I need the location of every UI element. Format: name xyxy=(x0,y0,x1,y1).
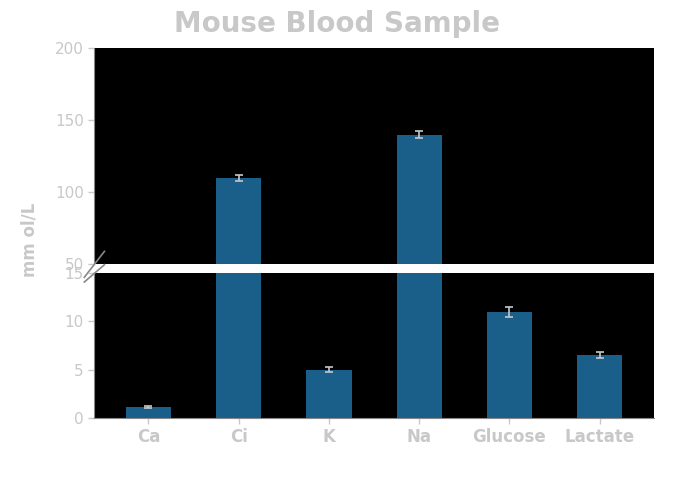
Text: Mouse Blood Sample: Mouse Blood Sample xyxy=(174,10,500,37)
Bar xyxy=(216,178,262,336)
Bar xyxy=(577,327,622,336)
Bar xyxy=(216,0,262,418)
Bar xyxy=(487,321,532,336)
Bar xyxy=(487,312,532,418)
Text: mm ol/L: mm ol/L xyxy=(20,203,38,277)
Bar xyxy=(396,134,441,336)
Bar xyxy=(126,335,171,336)
Bar xyxy=(577,355,622,418)
Bar xyxy=(126,407,171,418)
Bar xyxy=(396,0,441,418)
Bar xyxy=(307,329,352,336)
Bar xyxy=(307,370,352,418)
